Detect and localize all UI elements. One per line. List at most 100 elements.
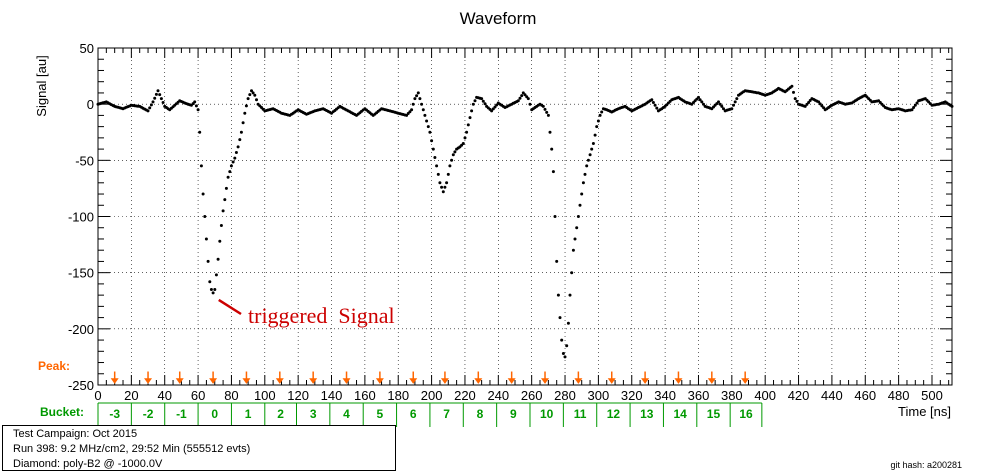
waveform-point	[426, 125, 430, 129]
waveform-point	[206, 259, 210, 263]
waveform-point	[250, 89, 253, 93]
peak-marker-head	[641, 378, 650, 384]
waveform-point	[563, 355, 567, 359]
waveform-point	[466, 123, 470, 127]
bucket-label-14: 14	[673, 407, 687, 421]
y-tick-label: -250	[68, 378, 94, 393]
waveform-point	[700, 100, 704, 104]
waveform-point	[495, 103, 499, 107]
waveform-point	[425, 119, 429, 123]
annotation-pointer	[218, 298, 242, 316]
waveform-point	[541, 104, 545, 108]
waveform-point	[553, 215, 557, 218]
annotation-text: triggered Signal	[248, 303, 395, 328]
waveform-point	[441, 190, 445, 194]
waveform-point	[410, 108, 414, 112]
waveform-point	[732, 103, 735, 107]
waveform-point	[201, 192, 205, 196]
waveform-point	[149, 103, 153, 107]
waveform-point	[198, 130, 202, 134]
waveform-point	[733, 100, 737, 104]
waveform-point	[473, 99, 477, 103]
waveform-point	[803, 104, 807, 108]
waveform-point	[528, 102, 532, 106]
bucket-label: Bucket:	[40, 405, 84, 419]
waveform-point	[913, 103, 917, 107]
bucket-label-3: 3	[310, 407, 317, 421]
waveform-point	[158, 93, 162, 97]
y-tick-label: -200	[68, 322, 94, 337]
waveform-point	[516, 99, 520, 103]
waveform-point	[578, 203, 582, 207]
waveform-point	[440, 185, 444, 189]
bucket-label-12: 12	[607, 407, 621, 421]
peak-marker-head	[574, 378, 583, 384]
x-tick-label: 240	[487, 388, 509, 403]
peak-marker-head	[607, 378, 616, 384]
waveform-point	[545, 110, 549, 114]
waveform-point	[590, 147, 594, 151]
waveform-point	[560, 338, 564, 342]
x-tick-label: 80	[224, 388, 238, 403]
waveform-point	[588, 153, 592, 157]
waveform-point	[418, 97, 422, 101]
bucket-label--3: -3	[109, 407, 120, 421]
waveform-point	[211, 291, 215, 295]
peak-marker-head	[674, 378, 683, 384]
waveform-point	[199, 164, 203, 168]
waveform-point	[718, 102, 722, 106]
peak-marker-head	[375, 378, 384, 384]
info-campaign: Test Campaign: Oct 2015	[13, 428, 138, 440]
waveform-point	[650, 98, 654, 102]
waveform-point	[480, 97, 484, 101]
waveform-point	[471, 102, 475, 106]
waveform-point	[214, 273, 218, 277]
x-tick-label: 320	[621, 388, 643, 403]
x-tick-label: 400	[754, 388, 776, 403]
waveform-point	[593, 133, 597, 137]
bucket-label-13: 13	[640, 407, 654, 421]
x-tick-label: 100	[254, 388, 276, 403]
waveform-point	[526, 97, 530, 101]
waveform-point	[493, 105, 497, 109]
waveform-point	[433, 156, 437, 159]
chart-title: Waveform	[460, 9, 537, 28]
waveform-point	[416, 91, 420, 95]
bucket-label-7: 7	[443, 407, 450, 421]
waveform-point	[596, 119, 600, 123]
peak-marker-head	[409, 378, 418, 384]
waveform-point	[193, 100, 197, 104]
waveform-point	[231, 160, 235, 164]
waveform-point	[159, 97, 163, 101]
waveform-point	[226, 175, 230, 179]
waveform-point	[790, 84, 794, 88]
info-box: Test Campaign: Oct 2015 Run 398: 9.2 MHz…	[2, 425, 396, 471]
waveform-point	[148, 106, 152, 110]
waveform-point	[430, 139, 434, 143]
bucket-label-2: 2	[277, 407, 284, 421]
y-tick-label: -150	[68, 266, 94, 281]
x-axis: 0 20 40 60 80 100 120 140 160 180 200 220 240 260 280 3…	[94, 48, 950, 403]
y-axis-label: Signal [au]	[34, 55, 49, 116]
waveform-point	[236, 145, 240, 149]
bucket-label-5: 5	[377, 407, 384, 421]
peak-marker-head	[242, 378, 251, 384]
x-tick-label: 220	[454, 388, 476, 403]
waveform-point	[570, 271, 574, 275]
waveform-point	[243, 111, 247, 115]
x-tick-label: 300	[588, 388, 610, 403]
x-axis-label: Time [ns]	[898, 404, 951, 419]
waveform-point	[566, 321, 570, 325]
x-tick-label: 200	[421, 388, 443, 403]
waveform-point	[591, 142, 595, 145]
waveform-point	[428, 130, 432, 134]
peak-marker-head	[144, 378, 153, 384]
waveform-point	[807, 101, 811, 104]
peak-marker-head	[342, 378, 351, 384]
waveform-point	[793, 97, 797, 101]
waveform-point	[655, 106, 659, 110]
waveform-point	[151, 100, 155, 104]
waveform-point	[465, 130, 469, 134]
waveform-point	[581, 181, 585, 185]
waveform-point	[702, 102, 705, 106]
